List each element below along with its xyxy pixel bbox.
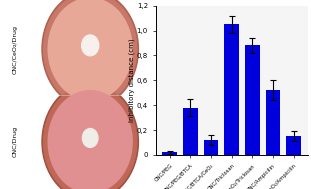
Text: CNC/Drug: CNC/Drug [13,126,18,157]
Bar [225,24,239,155]
Circle shape [82,129,98,147]
Bar [183,108,197,155]
Circle shape [48,91,132,189]
Bar [266,90,280,155]
Circle shape [48,0,132,100]
Bar [286,136,301,155]
Circle shape [42,0,138,108]
Text: CNC/CeO₂/Drug: CNC/CeO₂/Drug [13,25,18,74]
Bar [204,140,218,155]
Y-axis label: Inhibitory distance (cm): Inhibitory distance (cm) [129,39,135,122]
Bar [245,46,260,155]
Circle shape [42,83,138,189]
Circle shape [44,85,137,189]
Bar [162,153,177,155]
Circle shape [44,0,137,106]
Circle shape [81,35,99,56]
